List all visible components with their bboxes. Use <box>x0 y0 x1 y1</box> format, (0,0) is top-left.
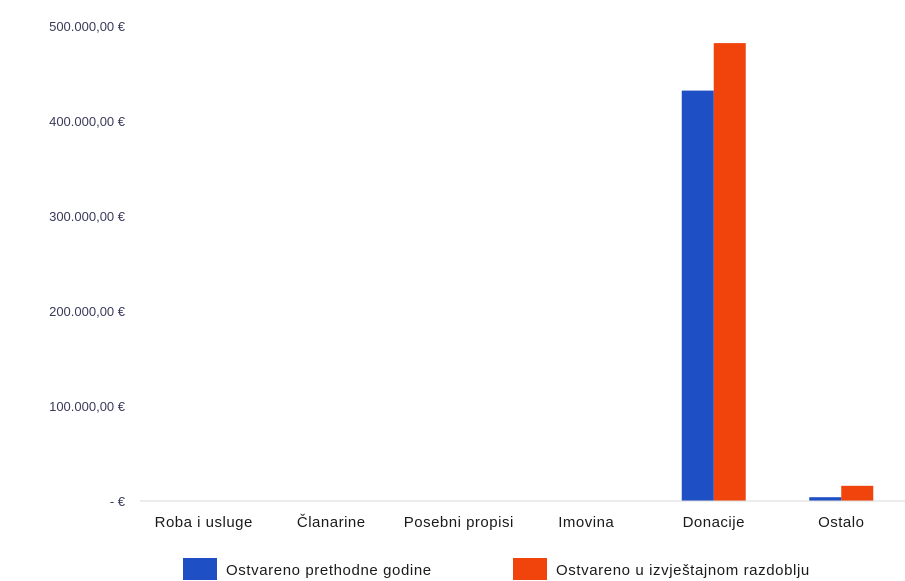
y-tick-label: 200.000,00 € <box>49 304 126 319</box>
x-category-label: Posebni propisi <box>404 514 514 531</box>
y-tick-label: 500.000,00 € <box>49 19 126 34</box>
legend: Ostvareno prethodne godine Ostvareno u iz… <box>183 558 810 580</box>
y-axis: - € 100.000,00 € 200.000,00 € 300.000,00 € 4… <box>49 19 126 509</box>
bar-previous-year <box>681 90 714 501</box>
legend-swatch <box>183 558 217 580</box>
bar-reporting-period <box>713 43 746 501</box>
x-axis: Roba i usluge Članarine Posebni propisi Imo… <box>140 500 905 531</box>
y-tick-label: 100.000,00 € <box>49 399 126 414</box>
y-tick-label: 300.000,00 € <box>49 209 126 224</box>
bar-reporting-period <box>841 485 874 501</box>
x-category-label: Donacije <box>683 514 745 531</box>
y-tick-label: 400.000,00 € <box>49 114 126 129</box>
x-category-label: Članarine <box>297 514 366 531</box>
x-category-label: Roba i usluge <box>155 514 253 531</box>
legend-label: Ostvareno u izvještajnom razdoblju <box>556 562 810 579</box>
x-category-label: Imovina <box>558 514 614 531</box>
bars <box>681 43 874 501</box>
legend-swatch <box>513 558 547 580</box>
bar-previous-year <box>809 497 842 501</box>
x-category-label: Ostalo <box>818 514 864 531</box>
y-tick-label: - € <box>110 494 126 509</box>
legend-label: Ostvareno prethodne godine <box>226 562 432 579</box>
